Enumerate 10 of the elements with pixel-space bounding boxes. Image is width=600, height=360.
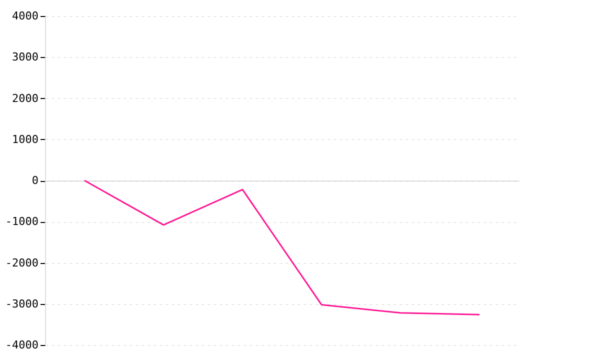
y-tick-label: -2000 xyxy=(5,256,38,270)
y-tick-label: -4000 xyxy=(5,338,38,352)
line-series xyxy=(84,180,480,316)
y-tick-label: 3000 xyxy=(12,50,38,64)
y-tick-label: 4000 xyxy=(12,10,38,22)
y-tick-label: -3000 xyxy=(5,297,38,310)
y-tick-label: 2000 xyxy=(12,92,38,105)
y-tick-label: 0 xyxy=(32,174,38,187)
y-tick-label: 1000 xyxy=(12,132,38,146)
y-tick-label: -1000 xyxy=(5,215,38,228)
